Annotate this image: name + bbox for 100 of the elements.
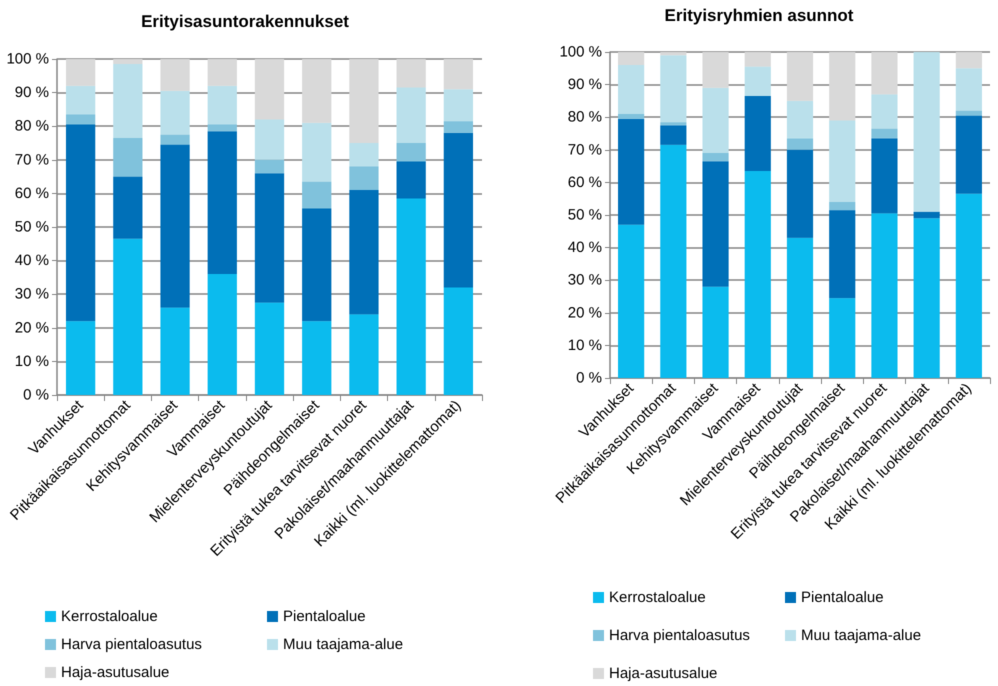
bar [744,52,771,67]
bar [829,298,856,378]
bar [349,166,379,190]
y-tick-label: 80 % [14,118,49,135]
bar [744,96,771,171]
y-tick-label: 100 % [6,50,49,68]
bar [254,302,284,395]
bar [254,119,284,160]
bar [914,52,940,212]
bar [871,213,898,378]
bar [871,138,898,214]
bar [208,86,237,125]
bar [160,144,190,308]
bar [254,160,284,174]
bar [349,59,379,143]
bar [956,52,982,68]
bar [208,124,237,132]
legend-label: Pientaloalue [283,608,366,625]
y-tick-label: 20 % [568,304,602,322]
y-tick-label: 10 % [568,336,602,354]
y-tick-label: 40 % [568,239,602,256]
legend-label: Muu taajama-alue [801,627,922,644]
bar [160,134,190,145]
bar [829,52,856,120]
bar [208,59,237,86]
y-tick-label: 20 % [14,319,49,336]
legend-label: Muu taajama-alue [283,636,404,653]
legend-label: Kerrostaloalue [61,608,158,625]
bar [302,182,332,209]
bar [160,308,190,395]
bar [302,59,332,123]
bar [396,143,426,162]
bar [254,59,284,120]
bar [66,124,96,322]
legend-label: Harva pientaloasutus [61,636,202,653]
bar [254,173,284,303]
bar [702,52,729,88]
y-tick-label: 0 % [576,370,602,386]
bar [956,110,982,116]
bar [702,153,729,162]
bar [349,190,379,314]
bar [871,94,898,129]
bar [396,88,426,143]
bar [702,161,729,287]
bar [113,176,142,239]
y-tick-label: 70 % [14,151,49,168]
bar [66,86,96,114]
y-tick-label: 40 % [14,252,49,270]
bar [786,138,814,150]
bar [396,161,426,198]
bar [618,118,644,225]
bar [160,59,190,91]
bar [786,100,814,138]
y-tick-label: 30 % [568,272,602,289]
bar [349,143,379,167]
y-tick-label: 60 % [568,174,602,191]
bar [956,194,982,378]
bar [786,238,814,378]
y-tick-label: 30 % [14,286,49,303]
bar [914,218,940,378]
legend-label: Kerrostaloalue [609,589,706,606]
bar [618,114,644,119]
bar [829,202,856,210]
bar [444,121,474,133]
bar [660,52,686,56]
bar [66,114,96,125]
legend-label: Pientaloalue [801,589,884,606]
bar [302,122,332,182]
bar [871,128,898,138]
bar [660,122,686,126]
bar [618,65,644,114]
legend-label: Haja-asutusalue [609,665,718,682]
bar [208,131,237,274]
y-tick-label: 90 % [14,84,49,102]
bar [956,116,982,194]
bar [444,89,474,122]
bar [871,52,898,94]
bar [702,88,729,154]
bar [829,210,856,298]
y-tick-label: 0 % [23,386,49,404]
bar [113,238,142,395]
bar [113,59,142,64]
bar [113,64,142,138]
bar [396,198,426,395]
y-tick-label: 100 % [559,44,602,60]
bar [660,144,686,378]
chart-title: Erityisryhmien asunnot [664,6,854,25]
y-tick-label: 60 % [14,184,49,202]
y-tick-label: 50 % [14,218,49,236]
bar [160,90,190,135]
bar [914,212,940,218]
y-tick-label: 90 % [568,76,602,94]
legend-label: Harva pientaloasutus [609,627,750,644]
bar [618,52,644,66]
bar [66,59,96,86]
bar [786,52,814,101]
bar [829,120,856,202]
bar [660,125,686,145]
bar [956,68,982,111]
bar [660,55,686,122]
